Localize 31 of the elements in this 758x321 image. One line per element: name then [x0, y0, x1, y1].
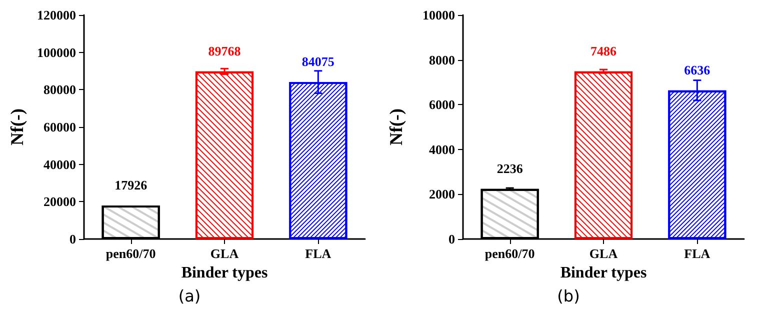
x-tick-label: FLA	[684, 246, 711, 261]
x-tick-label: pen60/70	[484, 246, 535, 261]
x-axis-title: Binder types	[560, 264, 647, 282]
y-tick-label: 4000	[429, 142, 455, 157]
y-tick-label: 0	[70, 232, 76, 246]
x-tick-label: GLA	[589, 246, 618, 261]
y-tick-label: 10000	[422, 8, 455, 22]
data-label: 89768	[208, 43, 242, 58]
y-tick-label: 6000	[429, 97, 455, 112]
data-label: 7486	[590, 43, 617, 58]
x-tick-label: pen60/70	[106, 246, 156, 261]
data-label: 6636	[684, 62, 711, 78]
y-tick-label: 8000	[429, 52, 455, 68]
y-tick-label: 60000	[44, 120, 76, 134]
data-label: 2236	[496, 160, 524, 176]
y-tick-label: 80000	[44, 82, 76, 98]
data-label: 84075	[302, 54, 335, 70]
y-tick-label: 100000	[37, 44, 76, 60]
x-axis-title: Binder types	[181, 264, 268, 282]
x-tick-label: GLA	[210, 246, 240, 261]
y-tick-label: 40000	[44, 156, 76, 172]
y-tick-label: 20000	[44, 194, 76, 210]
x-tick-label: FLA	[305, 246, 332, 261]
text: (a)	[178, 286, 201, 306]
data-label: 17926	[114, 178, 148, 193]
y-axis-title: Nf(-)	[7, 108, 27, 146]
y-tick-label: 120000	[37, 8, 76, 22]
text: (b)	[557, 286, 580, 306]
y-tick-label: 0	[448, 232, 455, 246]
y-axis-title: Nf(-)	[386, 108, 406, 146]
y-tick-label: 2000	[429, 186, 455, 202]
